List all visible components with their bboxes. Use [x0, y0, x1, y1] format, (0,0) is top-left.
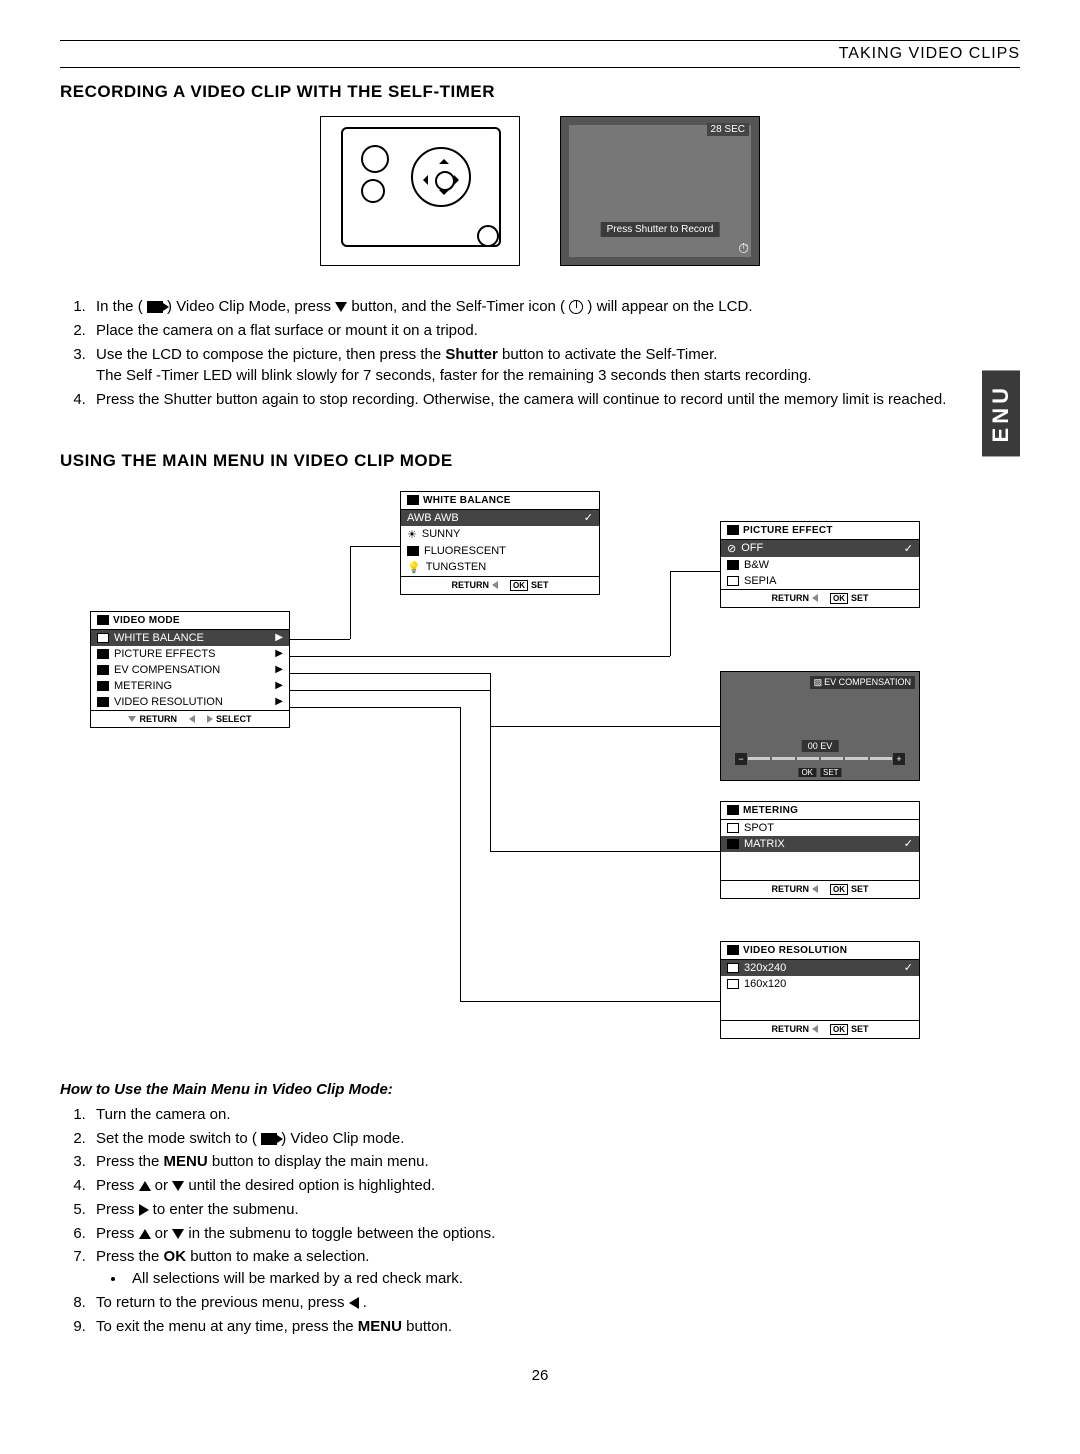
step-4: Press the Shutter button again to stop r… [90, 389, 1020, 411]
left-icon [349, 1297, 359, 1309]
howto-2: Set the mode switch to ( ) Video Clip mo… [90, 1128, 1020, 1150]
self-timer-icon [569, 300, 583, 314]
howto-title: How to Use the Main Menu in Video Clip M… [60, 1081, 1020, 1098]
howto-3: Press the MENU button to display the mai… [90, 1151, 1020, 1173]
video-mode-menu: VIDEO MODE WHITE BALANCE▶ PICTURE EFFECT… [90, 611, 290, 728]
howto-5: Press to enter the submenu. [90, 1199, 1020, 1221]
howto-1: Turn the camera on. [90, 1104, 1020, 1126]
down-icon [172, 1181, 184, 1191]
section1-title: RECORDING A VIDEO CLIP WITH THE SELF-TIM… [60, 82, 1020, 102]
howto-4: Press or until the desired option is hig… [90, 1175, 1020, 1197]
lcd-figure: 28 SEC Press Shutter to Record ⏱ [560, 116, 760, 266]
lcd-msg: Press Shutter to Record [601, 222, 720, 237]
howto-steps: Turn the camera on. Set the mode switch … [90, 1104, 1020, 1338]
down-icon [335, 302, 347, 312]
section2-title: USING THE MAIN MENU IN VIDEO CLIP MODE [60, 451, 1020, 471]
video-icon [261, 1133, 277, 1145]
howto-8: To return to the previous menu, press . [90, 1292, 1020, 1314]
up-icon [139, 1229, 151, 1239]
up-icon [139, 1181, 151, 1191]
self-timer-icon: ⏱ [738, 240, 749, 257]
figure-row: 28 SEC Press Shutter to Record ⏱ [60, 116, 1020, 266]
section1-steps: In the ( ) Video Clip Mode, press button… [90, 296, 1020, 411]
side-tab: ENU [982, 370, 1020, 456]
right-icon [139, 1204, 149, 1216]
howto-7: Press the OK button to make a selection.… [90, 1246, 1020, 1290]
step-3: Use the LCD to compose the picture, then… [90, 344, 1020, 388]
howto-9: To exit the menu at any time, press the … [90, 1316, 1020, 1338]
camera-figure [320, 116, 520, 266]
howto-6: Press or in the submenu to toggle betwee… [90, 1223, 1020, 1245]
down-icon [172, 1229, 184, 1239]
video-resolution-menu: VIDEO RESOLUTION 320x240✓ 160x120 RETURN… [720, 941, 920, 1039]
menu-diagram: VIDEO MODE WHITE BALANCE▶ PICTURE EFFECT… [60, 491, 1020, 1071]
page-number: 26 [60, 1367, 1020, 1384]
step-1: In the ( ) Video Clip Mode, press button… [90, 296, 1020, 318]
metering-menu: METERING SPOT MATRIX✓ RETURN OKSET [720, 801, 920, 899]
lcd-sec: 28 SEC [707, 123, 749, 136]
header-section: TAKING VIDEO CLIPS [839, 45, 1020, 63]
white-balance-menu: WHITE BALANCE AWB AWB✓ ☀SUNNY FLUORESCEN… [400, 491, 600, 595]
video-icon [147, 301, 163, 313]
picture-effect-menu: PICTURE EFFECT ⊘OFF✓ B&W SEPIA RETURN OK… [720, 521, 920, 608]
step-2: Place the camera on a flat surface or mo… [90, 320, 1020, 342]
ev-compensation-box: ▨EV COMPENSATION 00 EV − + OKSET [720, 671, 920, 781]
page-header: TAKING VIDEO CLIPS [60, 43, 1020, 67]
